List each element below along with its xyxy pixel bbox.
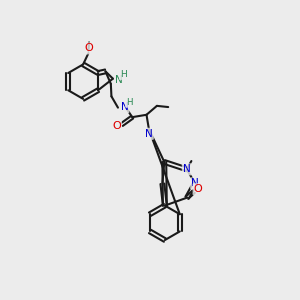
Text: O: O [112, 121, 121, 131]
Text: N: N [183, 164, 190, 174]
Text: O: O [112, 121, 121, 131]
Text: N: N [115, 75, 123, 85]
Text: N: N [121, 102, 128, 112]
Text: O: O [194, 184, 203, 194]
Text: N: N [121, 102, 128, 112]
Text: H: H [126, 98, 133, 107]
Text: N: N [183, 164, 190, 174]
Text: O: O [85, 44, 93, 53]
Text: N: N [191, 178, 199, 188]
Text: O: O [194, 184, 203, 194]
Text: N: N [145, 129, 153, 139]
Text: N: N [115, 75, 123, 85]
Text: H: H [126, 98, 133, 107]
Text: N: N [191, 178, 199, 188]
Text: H: H [120, 70, 127, 79]
Text: N: N [145, 129, 153, 139]
Text: H: H [120, 70, 127, 79]
Text: O: O [85, 44, 93, 53]
